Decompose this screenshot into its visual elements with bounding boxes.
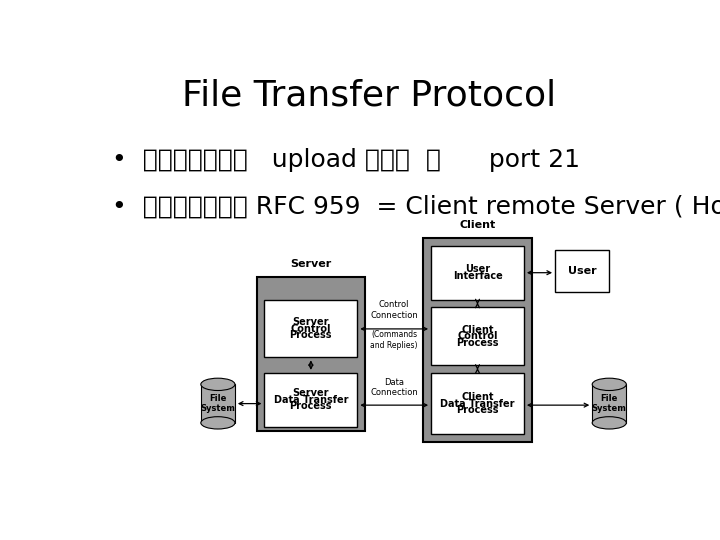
Text: •  ใชในการ   upload ไฟล  ท      port 21: • ใชในการ upload ไฟล ท port 21 bbox=[112, 148, 580, 172]
Ellipse shape bbox=[201, 378, 235, 390]
Text: Control: Control bbox=[457, 331, 498, 341]
Bar bbox=[555, 249, 609, 292]
Bar bbox=[264, 373, 357, 427]
Text: Data Transfer: Data Transfer bbox=[274, 395, 348, 405]
Text: User: User bbox=[465, 265, 490, 274]
Text: Client: Client bbox=[462, 392, 494, 402]
Text: Client: Client bbox=[459, 220, 495, 231]
Bar bbox=[423, 238, 532, 442]
Text: Data
Connection: Data Connection bbox=[370, 378, 418, 397]
Text: Process: Process bbox=[456, 338, 499, 348]
Ellipse shape bbox=[593, 417, 626, 429]
Bar bbox=[593, 384, 626, 423]
Text: Server: Server bbox=[290, 259, 331, 269]
Text: Control: Control bbox=[291, 323, 331, 334]
Text: Process: Process bbox=[289, 401, 332, 411]
Text: Control
Connection: Control Connection bbox=[370, 300, 418, 320]
Bar bbox=[264, 300, 357, 357]
Bar bbox=[431, 373, 524, 434]
Text: Data Transfer: Data Transfer bbox=[440, 399, 515, 409]
Text: File
System: File System bbox=[592, 394, 626, 413]
Bar bbox=[431, 307, 524, 365]
Text: Server: Server bbox=[292, 317, 329, 327]
Text: Process: Process bbox=[456, 405, 499, 415]
Bar bbox=[201, 384, 235, 423]
Text: •  มาตรฐาน RFC 959  = Client remote Server ( Host ): • มาตรฐาน RFC 959 = Client remote Server… bbox=[112, 194, 720, 218]
Text: User: User bbox=[568, 266, 596, 276]
Text: File Transfer Protocol: File Transfer Protocol bbox=[182, 79, 556, 113]
Text: File
System: File System bbox=[200, 394, 235, 413]
Text: Server: Server bbox=[292, 388, 329, 398]
Text: Interface: Interface bbox=[453, 271, 503, 281]
Ellipse shape bbox=[593, 378, 626, 390]
Bar bbox=[431, 246, 524, 300]
Text: Client: Client bbox=[462, 325, 494, 335]
Ellipse shape bbox=[201, 417, 235, 429]
Bar bbox=[256, 276, 365, 430]
Text: Process: Process bbox=[289, 330, 332, 340]
Text: (Commands
and Replies): (Commands and Replies) bbox=[370, 330, 418, 350]
